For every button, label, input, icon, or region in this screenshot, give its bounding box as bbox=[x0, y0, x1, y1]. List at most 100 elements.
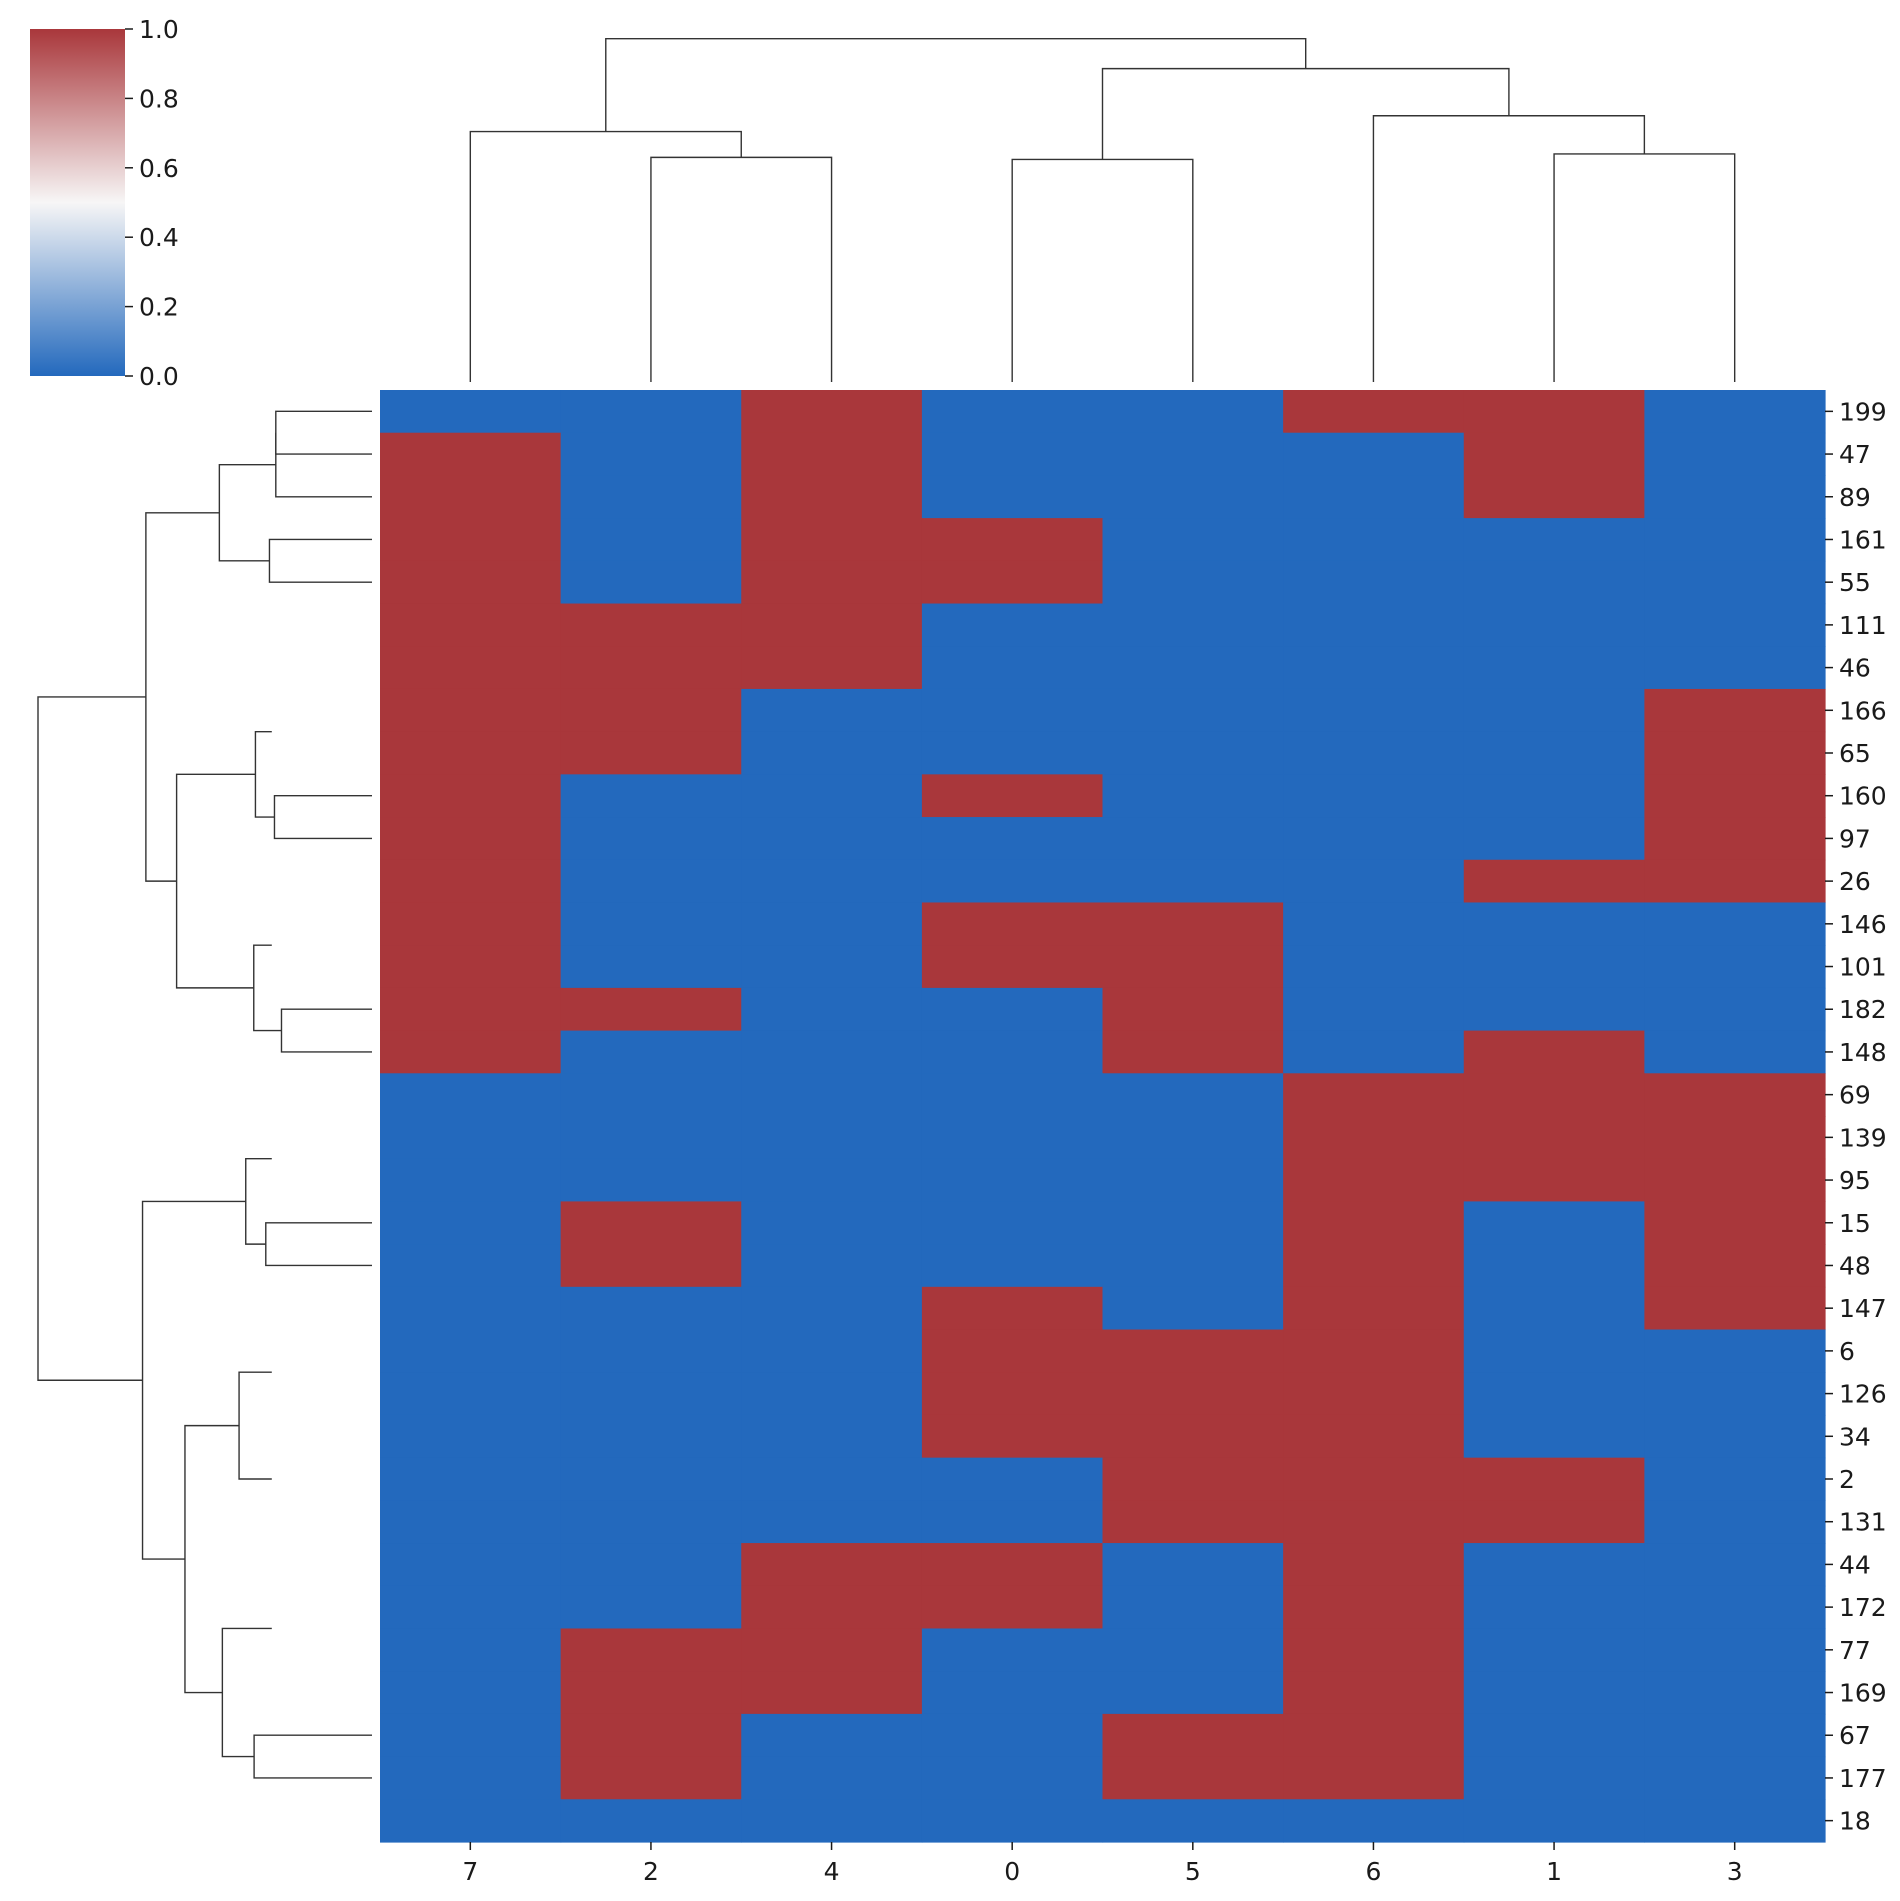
heatmap-cell bbox=[560, 1116, 742, 1160]
heatmap-cell bbox=[380, 1756, 562, 1800]
dendrogram-link bbox=[145, 512, 220, 882]
heatmap-cell bbox=[1644, 731, 1826, 775]
row-label: 146 bbox=[1839, 910, 1887, 939]
heatmap-cell bbox=[1644, 560, 1826, 605]
heatmap-cell bbox=[1463, 475, 1645, 519]
row-label: 160 bbox=[1839, 782, 1887, 811]
heatmap-cell bbox=[560, 1073, 742, 1117]
heatmap-cell bbox=[921, 390, 1104, 434]
heatmap-cell bbox=[741, 390, 923, 434]
heatmap-cell bbox=[741, 1158, 923, 1203]
heatmap-cell bbox=[560, 1158, 742, 1203]
heatmap-cell bbox=[1463, 987, 1645, 1032]
heatmap-cell bbox=[1102, 518, 1284, 562]
heatmap-cell bbox=[1102, 1244, 1284, 1288]
dendrogram-link bbox=[605, 37, 1307, 132]
heatmap-cell bbox=[380, 1244, 562, 1288]
heatmap-cell bbox=[380, 646, 562, 690]
heatmap-cell bbox=[1463, 1799, 1645, 1843]
heatmap-cell bbox=[1463, 1372, 1645, 1416]
heatmap-cell bbox=[1102, 1158, 1284, 1203]
heatmap-cell bbox=[1283, 987, 1465, 1032]
heatmap-cell bbox=[1463, 1671, 1645, 1715]
heatmap-cell bbox=[1102, 560, 1284, 605]
heatmap-cell bbox=[380, 1671, 562, 1715]
heatmap-cell bbox=[741, 1116, 923, 1160]
heatmap-cell bbox=[380, 475, 562, 519]
dendrogram-link bbox=[280, 1008, 372, 1053]
heatmap-cell bbox=[921, 603, 1104, 647]
heatmap-cell bbox=[921, 560, 1104, 605]
row-label: 148 bbox=[1839, 1038, 1887, 1067]
heatmap-cell bbox=[1644, 1372, 1826, 1416]
heatmap-cell bbox=[1644, 518, 1826, 562]
row-label: 169 bbox=[1839, 1679, 1887, 1708]
heatmap-cell bbox=[1283, 859, 1465, 904]
row-label: 46 bbox=[1839, 654, 1871, 683]
heatmap-cell bbox=[1463, 1713, 1645, 1758]
heatmap-cell bbox=[380, 1286, 562, 1331]
heatmap-cell bbox=[741, 1073, 923, 1117]
heatmap-cell bbox=[1102, 432, 1284, 477]
heatmap-cell bbox=[1283, 817, 1465, 861]
heatmap-cell bbox=[741, 1372, 923, 1416]
heatmap-cell bbox=[741, 1201, 923, 1245]
heatmap-cell bbox=[741, 1457, 923, 1501]
heatmap-cell bbox=[741, 1244, 923, 1288]
heatmap-cell bbox=[921, 987, 1104, 1032]
heatmap-cell bbox=[741, 987, 923, 1032]
heatmap-cell bbox=[1644, 1030, 1826, 1074]
heatmap-cell bbox=[1463, 1414, 1645, 1459]
heatmap-cell bbox=[1102, 1585, 1284, 1630]
heatmap-cell bbox=[921, 731, 1104, 775]
row-label: 18 bbox=[1839, 1807, 1871, 1836]
heatmap-cell bbox=[560, 1671, 742, 1715]
heatmap-cell bbox=[921, 1585, 1104, 1630]
heatmap-cell bbox=[1644, 603, 1826, 647]
dendrogram-link bbox=[245, 1158, 272, 1245]
row-label: 161 bbox=[1839, 525, 1887, 554]
dendrogram-link bbox=[253, 1734, 372, 1779]
row-label: 139 bbox=[1839, 1123, 1887, 1152]
heatmap-cell bbox=[921, 774, 1104, 818]
heatmap-cell bbox=[1463, 902, 1645, 946]
heatmap-cell bbox=[1463, 1628, 1645, 1672]
heatmap-cell bbox=[741, 1329, 923, 1373]
heatmap-cell bbox=[1644, 1329, 1826, 1373]
heatmap-cell bbox=[1463, 1585, 1645, 1630]
heatmap-cell bbox=[921, 688, 1104, 733]
heatmap-cell bbox=[1283, 1201, 1465, 1245]
heatmap-cell bbox=[921, 1158, 1104, 1203]
heatmap-cell bbox=[741, 1286, 923, 1331]
heatmap-cell bbox=[380, 1116, 562, 1160]
heatmap-cell bbox=[1644, 1116, 1826, 1160]
row-label: 172 bbox=[1839, 1593, 1887, 1622]
heatmap-cell bbox=[1463, 390, 1645, 434]
heatmap-cell bbox=[921, 817, 1104, 861]
heatmap-cell bbox=[380, 1158, 562, 1203]
column-tick-labels: 7 2 4 0 5 6 1 3 bbox=[462, 1842, 1743, 1886]
heatmap-cell bbox=[1644, 1158, 1826, 1203]
heatmap-cell bbox=[1644, 817, 1826, 861]
heatmap-cell bbox=[560, 1329, 742, 1373]
heatmap-cell bbox=[1644, 1286, 1826, 1331]
row-label: 34 bbox=[1839, 1422, 1871, 1451]
heatmap-cell bbox=[380, 859, 562, 904]
heatmap-cell bbox=[1102, 1030, 1284, 1074]
column-label: 4 bbox=[824, 1857, 840, 1886]
heatmap-cell bbox=[560, 1543, 742, 1587]
heatmap-cell bbox=[1644, 987, 1826, 1032]
heatmap-cell bbox=[560, 560, 742, 605]
heatmap-cell bbox=[921, 1116, 1104, 1160]
heatmap-cell bbox=[1102, 987, 1284, 1032]
column-label: 1 bbox=[1546, 1857, 1562, 1886]
row-label: 47 bbox=[1839, 440, 1871, 469]
heatmap-cell bbox=[380, 688, 562, 733]
heatmap-cell bbox=[1463, 688, 1645, 733]
heatmap-cell bbox=[741, 518, 923, 562]
heatmap-cell bbox=[1283, 1286, 1465, 1331]
heatmap-cell bbox=[1463, 774, 1645, 818]
heatmap-cell bbox=[560, 688, 742, 733]
heatmap-cell bbox=[380, 1329, 562, 1373]
heatmap-cell bbox=[741, 817, 923, 861]
